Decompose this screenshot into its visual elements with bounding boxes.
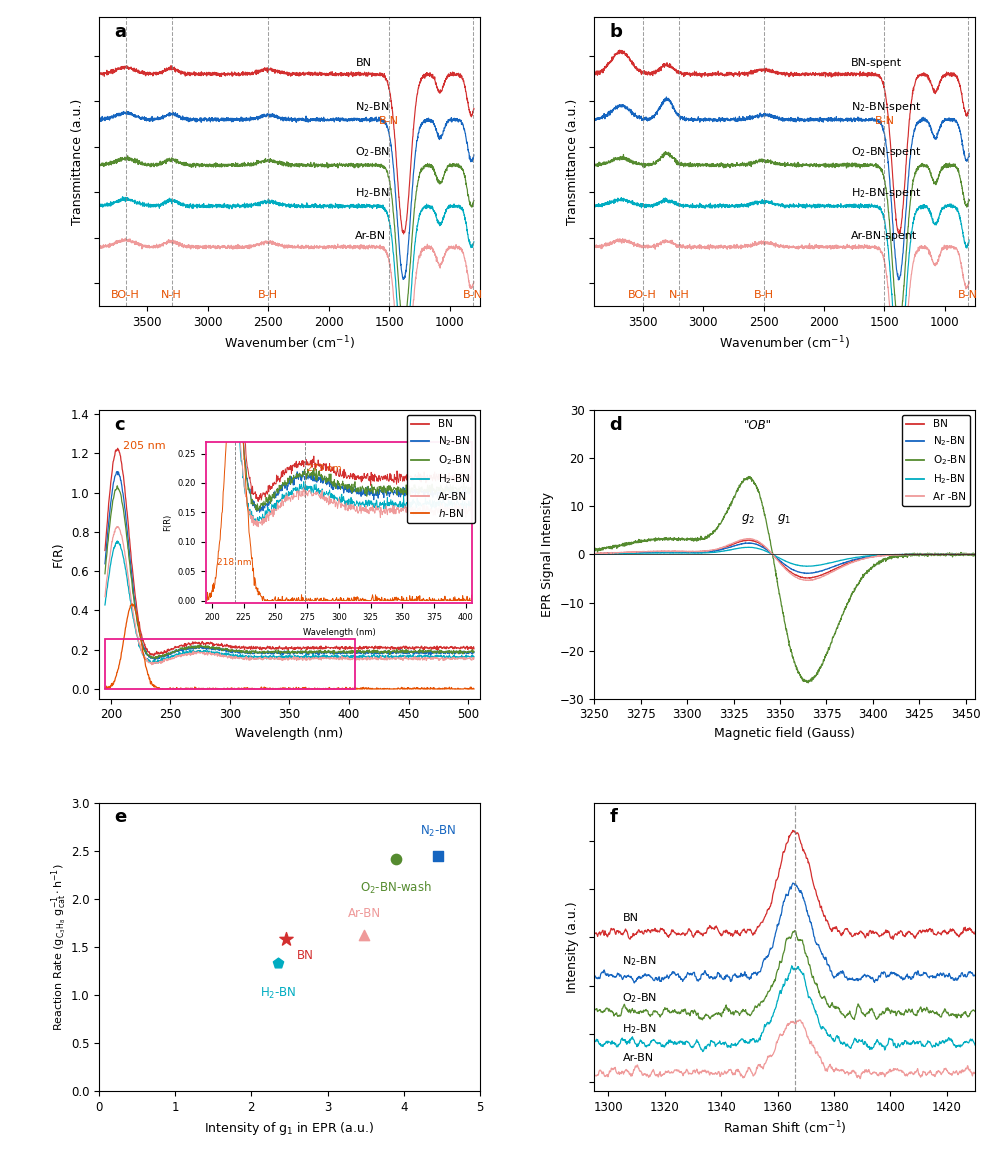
Point [278,930,294,948]
Text: N-H: N-H [668,290,689,300]
X-axis label: Wavenumber (cm$^{-1}$): Wavenumber (cm$^{-1}$) [719,334,850,352]
Text: $g_1$: $g_1$ [777,512,791,526]
Text: d: d [610,416,622,434]
X-axis label: Raman Shift (cm$^{-1}$): Raman Shift (cm$^{-1}$) [723,1119,846,1138]
Text: f: f [610,808,618,827]
Point [356,925,372,944]
Y-axis label: Transmittance (a.u.): Transmittance (a.u.) [566,98,579,225]
Y-axis label: Transmittance (a.u.): Transmittance (a.u.) [70,98,84,225]
Text: O$_2$-BN: O$_2$-BN [355,146,390,159]
Text: e: e [114,808,127,827]
Text: Ar-BN: Ar-BN [347,907,381,921]
Text: Ar-BN: Ar-BN [623,1052,653,1063]
Text: N$_2$-BN: N$_2$-BN [623,954,657,968]
Text: B-H: B-H [258,290,278,300]
Text: B-N: B-N [462,290,483,300]
Text: BN-spent: BN-spent [850,59,902,68]
Text: BO-H: BO-H [629,290,657,300]
Y-axis label: Intensity (a.u.): Intensity (a.u.) [566,901,579,993]
Text: Ar-BN-spent: Ar-BN-spent [850,231,917,241]
Y-axis label: EPR Signal Intensity: EPR Signal Intensity [542,492,554,617]
Text: B-H: B-H [753,290,773,300]
Text: N$_2$-BN: N$_2$-BN [420,825,456,840]
Text: b: b [610,23,623,42]
Text: H$_2$-BN: H$_2$-BN [623,1022,657,1036]
Text: BN: BN [297,949,314,962]
Text: N-H: N-H [161,290,182,300]
Text: B-N: B-N [379,117,399,126]
Text: "OB": "OB" [743,419,772,432]
Text: B-N: B-N [874,117,894,126]
Text: H$_2$-BN: H$_2$-BN [259,985,296,1000]
Text: B-N: B-N [958,290,978,300]
Text: $g_2$: $g_2$ [742,512,755,526]
Y-axis label: F(R): F(R) [51,542,65,567]
Text: c: c [114,416,125,434]
Text: O$_2$-BN: O$_2$-BN [623,991,657,1005]
Legend: BN, N$_2$-BN, O$_2$-BN, H$_2$-BN, Ar -BN: BN, N$_2$-BN, O$_2$-BN, H$_2$-BN, Ar -BN [902,416,970,506]
Point [270,954,286,973]
X-axis label: Magnetic field (Gauss): Magnetic field (Gauss) [714,726,855,740]
Text: Ar-BN: Ar-BN [355,231,386,241]
Text: N$_2$-BN: N$_2$-BN [355,100,390,114]
Text: BN: BN [623,914,639,923]
Text: O$_2$-BN-wash: O$_2$-BN-wash [360,880,432,896]
X-axis label: Wavenumber (cm$^{-1}$): Wavenumber (cm$^{-1}$) [224,334,355,352]
Legend: BN, N$_2$-BN, O$_2$-BN, H$_2$-BN, Ar-BN, $h$-BN: BN, N$_2$-BN, O$_2$-BN, H$_2$-BN, Ar-BN,… [407,416,475,523]
X-axis label: Wavelength (nm): Wavelength (nm) [236,726,344,740]
Text: H$_2$-BN: H$_2$-BN [355,187,390,200]
Text: H$_2$-BN-spent: H$_2$-BN-spent [850,186,921,200]
Text: O$_2$-BN-spent: O$_2$-BN-spent [850,146,922,159]
Text: BN: BN [355,59,371,68]
Text: N$_2$-BN-spent: N$_2$-BN-spent [850,100,921,114]
Bar [105,639,355,688]
Text: a: a [114,23,127,42]
X-axis label: Intensity of g$_1$ in EPR (a.u.): Intensity of g$_1$ in EPR (a.u.) [205,1119,374,1137]
Point [388,849,404,867]
Text: 205 nm: 205 nm [123,441,165,452]
Text: BO-H: BO-H [111,290,140,300]
Point [430,847,446,865]
Y-axis label: Reaction Rate ($\mathregular{g_{C_3H_8}\ g_{cat}^{-1} \cdot h^{-1}}$): Reaction Rate ($\mathregular{g_{C_3H_8}\… [50,863,69,1031]
